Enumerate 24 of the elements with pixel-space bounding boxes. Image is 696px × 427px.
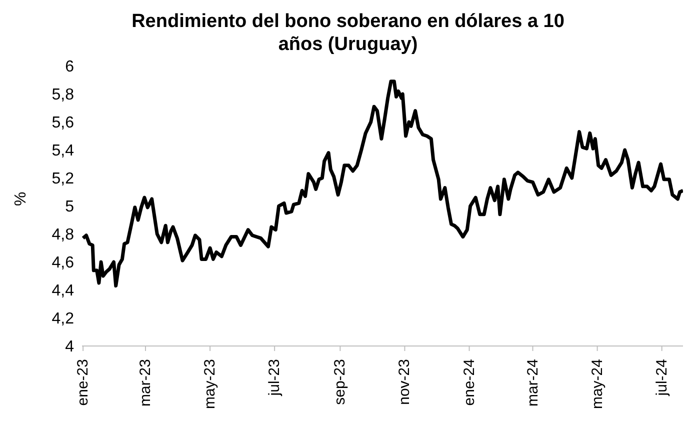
- y-tick-label: 4,8: [52, 226, 74, 244]
- y-tick-label: 6: [65, 58, 74, 76]
- x-tick-label: jul-24: [653, 359, 670, 397]
- x-tick-label: mar-24: [524, 359, 542, 407]
- y-tick-label: 5: [65, 198, 74, 216]
- y-tick-label: 4,4: [52, 282, 74, 300]
- x-tick-label: ene-23: [74, 359, 92, 406]
- y-tick-label: 4,2: [52, 310, 74, 328]
- x-tick-label: jul-23: [266, 359, 284, 397]
- y-tick-label: 5,2: [52, 170, 74, 188]
- y-tick-label: 5,6: [52, 114, 74, 132]
- x-tick-label: ene-24: [460, 359, 478, 406]
- x-tick-label: mar-23: [136, 359, 154, 407]
- x-tick-label: sep-23: [332, 359, 349, 405]
- chart-title: Rendimiento del bono soberano en dólares a 10 años (Uruguay): [130, 10, 566, 56]
- y-axis-title: %: [12, 192, 30, 206]
- line-series: [82, 80, 683, 288]
- x-tick-label: may-24: [588, 359, 606, 410]
- y-tick-label: 5,8: [52, 86, 74, 104]
- x-tick-label: may-23: [202, 359, 219, 410]
- y-tick-label: 4: [65, 338, 74, 356]
- x-tick-label: nov-23: [396, 359, 414, 405]
- y-tick-label: 5,4: [52, 142, 74, 160]
- y-tick-label: 4,6: [52, 254, 74, 272]
